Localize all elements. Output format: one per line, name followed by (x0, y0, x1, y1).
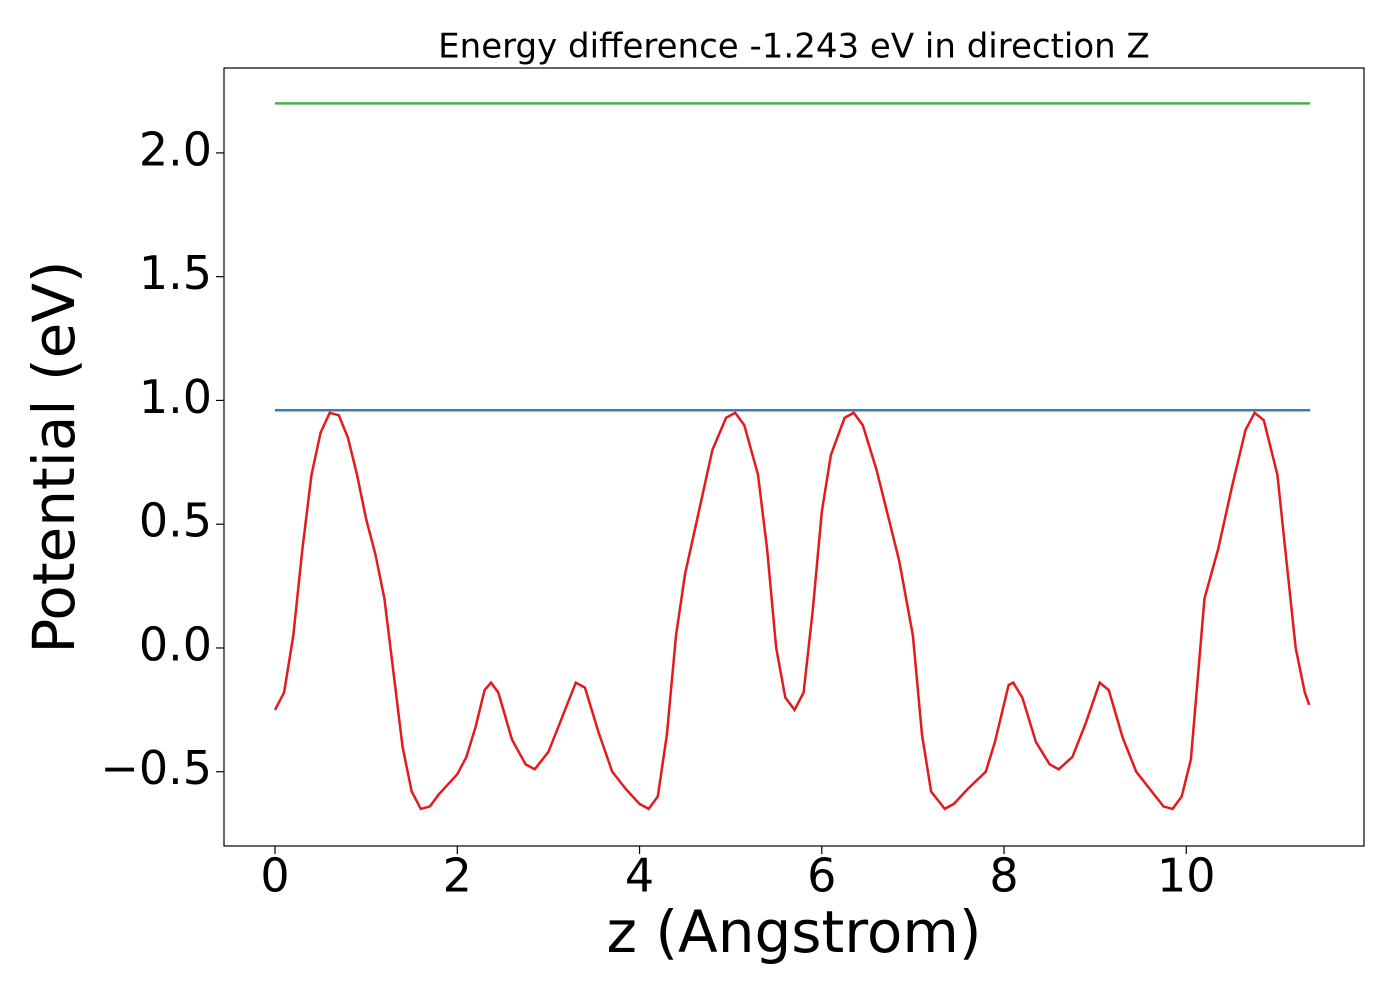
y-axis-label: Potential (eV) (20, 260, 88, 653)
y-tick-label: 1.0 (139, 370, 212, 424)
y-tick-label: 0.0 (139, 617, 212, 671)
y-tick-label: 0.5 (139, 494, 212, 548)
y-tick-label: 1.5 (139, 246, 212, 300)
series-line (273, 410, 1311, 811)
x-tick-label: 4 (625, 849, 654, 903)
x-tick-label: 2 (443, 849, 472, 903)
y-tick-label: −0.5 (100, 741, 212, 795)
x-tick-label: 6 (807, 849, 836, 903)
x-tick-label: 8 (989, 849, 1018, 903)
x-axis-label: z (Angstrom) (607, 898, 982, 966)
chart-title: Energy difference -1.243 eV in direction… (438, 27, 1150, 67)
y-tick-label: 2.0 (139, 122, 212, 176)
x-tick-label: 0 (260, 849, 289, 903)
plot-frame (223, 67, 1365, 847)
x-tick-label: 10 (1157, 849, 1216, 903)
